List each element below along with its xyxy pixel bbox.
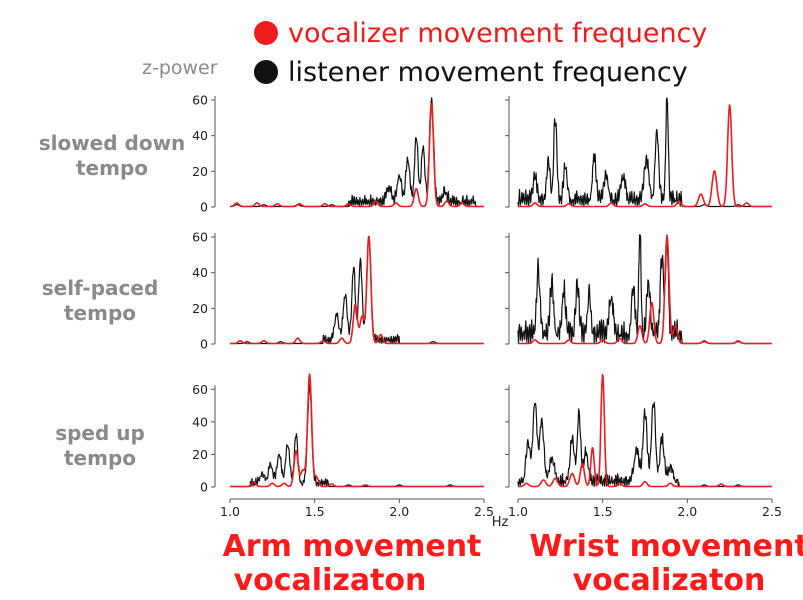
listener-series-line (229, 236, 485, 345)
listener-series-line (517, 234, 773, 345)
row-label-selfpaced-line1: self-paced (42, 276, 159, 300)
vocalizer-series-line (517, 235, 773, 345)
listener-legend-label: listener movement frequency (288, 57, 688, 88)
column-title-arm-line1: Arm movement (223, 529, 482, 564)
y-tick-label: 0 (200, 337, 208, 352)
x-tick-label: 2.5 (474, 504, 494, 519)
y-tick-label: 20 (192, 164, 208, 179)
column-title-wrist-line1: Wrist movement (529, 529, 803, 564)
y-tick-label: 40 (192, 414, 208, 429)
x-axis-unit: Hz (492, 515, 509, 530)
x-tick-label: 2.5 (762, 504, 782, 519)
listener-series-line (517, 401, 773, 488)
y-tick-label: 0 (200, 200, 208, 215)
row-label-spedup-line2: tempo (64, 446, 136, 470)
y-tick-label: 40 (192, 265, 208, 280)
y-tick-label: 20 (192, 447, 208, 462)
y-tick-label: 60 (192, 230, 208, 245)
y-tick-label: 60 (192, 382, 208, 397)
y-axis-label: z-power (142, 57, 218, 79)
listener-series-line (517, 97, 773, 208)
row-label-slowed-line1: slowed down (39, 131, 186, 155)
row-label-selfpaced-line2: tempo (64, 301, 136, 325)
panel-1-1: 0 20 40 60 (192, 93, 485, 215)
x-tick-label: 1.5 (305, 504, 325, 519)
x-tick-label: 1.0 (508, 504, 528, 519)
x-tick-label: 2.0 (677, 504, 697, 519)
column-title-wrist-line2: vocalizaton (573, 563, 766, 598)
y-tick-label: 40 (192, 128, 208, 143)
y-tick-label: 20 (192, 301, 208, 316)
vocalizer-series-line (229, 235, 485, 345)
vocalizer-legend-label: vocalizer movement frequency (288, 18, 707, 49)
column-title-arm-line2: vocalizaton (234, 563, 427, 598)
row-label-spedup-line1: sped up (55, 421, 145, 445)
vocalizer-series-line (229, 373, 485, 488)
x-tick-label: 1.5 (593, 504, 613, 519)
panels: 0 20 40 60 0 20 40 60 0 20 40 60 1.0 1.5 2.0 2.5 1.0 1.5 2… (192, 93, 782, 520)
panel-2-2 (505, 233, 773, 345)
vocalizer-series-line (229, 102, 485, 208)
listener-series-line (229, 384, 485, 488)
listener-series-line (229, 97, 485, 208)
x-tick-label: 1.0 (220, 504, 240, 519)
panel-1-2 (505, 96, 773, 208)
row-label-slowed-line2: tempo (76, 156, 148, 180)
vocalizer-series-line (517, 104, 773, 208)
panel-2-1: 0 20 40 60 (192, 230, 485, 352)
listener-legend-marker (254, 60, 278, 84)
vocalizer-series-line (517, 373, 773, 488)
panel-3-2: 1.0 1.5 2.0 2.5 (505, 373, 782, 519)
y-tick-label: 0 (200, 480, 208, 495)
vocalizer-legend-marker (254, 21, 278, 45)
y-tick-label: 60 (192, 93, 208, 108)
x-tick-label: 2.0 (389, 504, 409, 519)
panel-3-1: 0 20 40 60 1.0 1.5 2.0 2.5 (192, 373, 494, 519)
